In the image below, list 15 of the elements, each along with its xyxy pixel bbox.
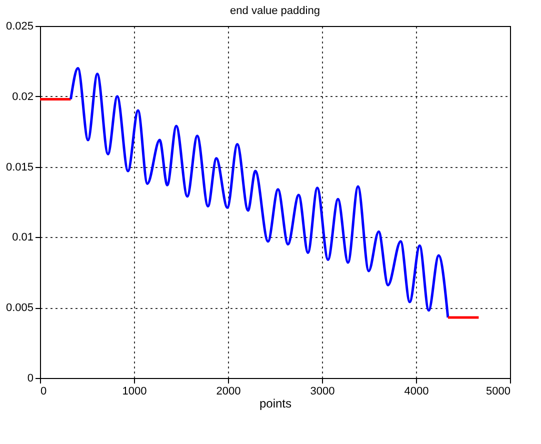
x-tick-label: 5000 <box>486 386 510 398</box>
x-tick-label: 4000 <box>404 386 429 398</box>
chart-title: end value padding <box>230 5 320 17</box>
line-series <box>69 66 450 319</box>
y-tick-label: 0.005 <box>6 302 34 314</box>
x-tick-label: 3000 <box>310 386 335 398</box>
x-tick-label: 0 <box>40 386 47 398</box>
y-tick-label: 0.02 <box>12 90 34 103</box>
y-tick-label: 0 <box>27 372 34 384</box>
y-tick-label: 0.025 <box>6 20 34 32</box>
x-tick-label: 2000 <box>216 386 241 398</box>
x-axis-title: points <box>259 396 292 410</box>
x-tick-label: 1000 <box>122 386 147 398</box>
y-tick-label: 0.015 <box>6 161 34 174</box>
y-tick-label: 0.01 <box>12 232 34 244</box>
